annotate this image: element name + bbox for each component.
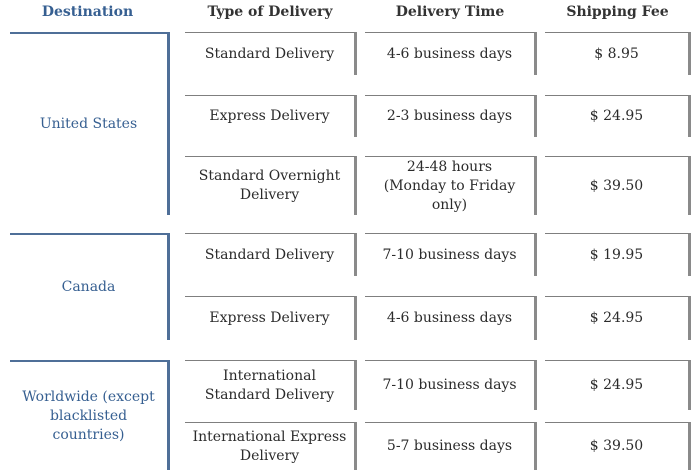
type-label: International Express Delivery [192,428,347,464]
fee-cell: $ 39.50 [545,156,691,215]
destination-label: Worldwide (except blacklisted countries) [22,388,155,443]
time-cell: 7-10 business days [365,360,537,410]
header-type-of-delivery: Type of Delivery [207,4,333,20]
destination-cell: United States [10,32,170,215]
fee-label: $ 24.95 [589,108,644,124]
header-shipping-fee: Shipping Fee [566,4,669,20]
time-cell: 4-6 business days [365,32,537,75]
type-label: Express Delivery [209,310,330,326]
fee-cell: $ 24.95 [545,360,691,410]
header-delivery-time: Delivery Time [395,4,505,20]
time-cell: 2-3 business days [365,95,537,137]
type-cell: International Express Delivery [185,422,357,470]
time-cell: 24-48 hours (Monday to Friday only) [365,156,537,215]
fee-cell: $ 24.95 [545,95,691,137]
time-label: 4-6 business days [386,310,513,326]
type-label: Standard Overnight Delivery [198,168,341,203]
fee-label: $ 39.50 [589,177,644,194]
destination-cell: Worldwide (except blacklisted countries) [10,360,170,470]
time-label: 4-6 business days [386,45,513,62]
type-cell: Standard Delivery [185,233,357,276]
destination-label: United States [39,116,138,132]
fee-label: $ 19.95 [589,246,644,263]
destination-label: Canada [61,279,116,295]
type-cell: Standard Delivery [185,32,357,75]
type-cell: Express Delivery [185,296,357,340]
header-destination: Destination [41,4,134,20]
time-label: 7-10 business days [382,377,517,393]
fee-label: $ 8.95 [594,45,639,62]
time-cell: 5-7 business days [365,422,537,470]
type-label: Standard Delivery [204,246,335,263]
time-label: 7-10 business days [382,246,517,263]
fee-cell: $ 19.95 [545,233,691,276]
type-label: International Standard Delivery [204,367,335,403]
time-label: 2-3 business days [386,108,513,124]
type-cell: Standard Overnight Delivery [185,156,357,215]
fee-label: $ 39.50 [589,438,644,454]
type-cell: Express Delivery [185,95,357,137]
time-cell: 7-10 business days [365,233,537,276]
fee-label: $ 24.95 [589,310,644,326]
fee-label: $ 24.95 [589,377,644,393]
type-label: Standard Delivery [204,45,335,62]
fee-cell: $ 8.95 [545,32,691,75]
type-label: Express Delivery [209,108,330,124]
type-cell: International Standard Delivery [185,360,357,410]
time-label: 24-48 hours (Monday to Friday only) [383,158,516,213]
destination-cell: Canada [10,233,170,340]
time-cell: 4-6 business days [365,296,537,340]
time-label: 5-7 business days [386,438,513,454]
fee-cell: $ 39.50 [545,422,691,470]
fee-cell: $ 24.95 [545,296,691,340]
